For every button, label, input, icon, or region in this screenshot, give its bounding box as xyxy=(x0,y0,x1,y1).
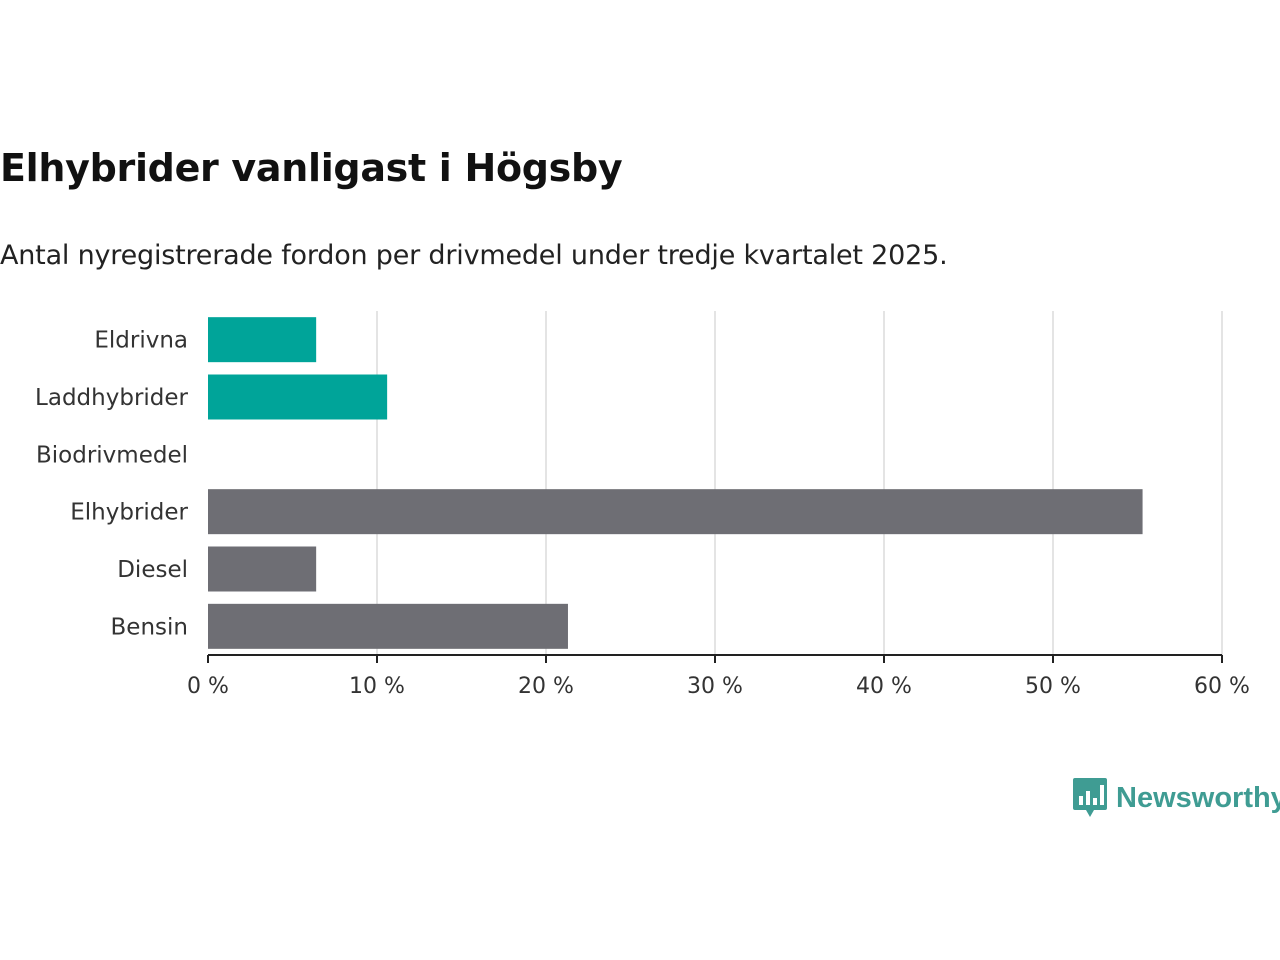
category-label: Biodrivmedel xyxy=(36,442,188,468)
x-tick-label: 10 % xyxy=(349,674,405,699)
bar-elhybrider xyxy=(208,489,1143,535)
bars xyxy=(208,317,1143,649)
bar-eldrivna xyxy=(208,317,317,363)
chart-subtitle: Antal nyregistrerade fordon per drivmede… xyxy=(0,240,948,271)
chart-title: Elhybrider vanligast i Högsby xyxy=(0,146,623,190)
bar-chart: Eldrivna Laddhybrider Biodrivmedel Elhybrid… xyxy=(35,311,1250,699)
x-tick-label: 30 % xyxy=(687,674,743,699)
bar-diesel xyxy=(208,546,317,592)
category-label: Eldrivna xyxy=(94,328,188,354)
category-label: Bensin xyxy=(111,614,188,640)
x-tick-label: 0 % xyxy=(187,674,229,699)
category-label: Elhybrider xyxy=(70,500,188,526)
x-axis: 0 % 10 % 20 % 30 % 40 % 50 % 60 % xyxy=(187,654,1250,699)
x-tick-label: 50 % xyxy=(1025,674,1081,699)
x-tick-label: 60 % xyxy=(1194,674,1250,699)
category-labels: Eldrivna Laddhybrider Biodrivmedel Elhybrid… xyxy=(35,328,188,641)
newsworthy-logo: Newsworthy xyxy=(1072,776,1280,820)
category-label: Diesel xyxy=(117,557,188,583)
x-tick-label: 40 % xyxy=(856,674,912,699)
category-label: Laddhybrider xyxy=(35,385,188,411)
grid-lines xyxy=(376,311,1223,655)
bar-bensin xyxy=(208,603,568,649)
bar-chart-speech-bubble-icon xyxy=(1073,778,1107,817)
brand-name: Newsworthy xyxy=(1116,781,1280,814)
bar-laddhybrider xyxy=(208,374,388,420)
x-tick-label: 20 % xyxy=(518,674,574,699)
